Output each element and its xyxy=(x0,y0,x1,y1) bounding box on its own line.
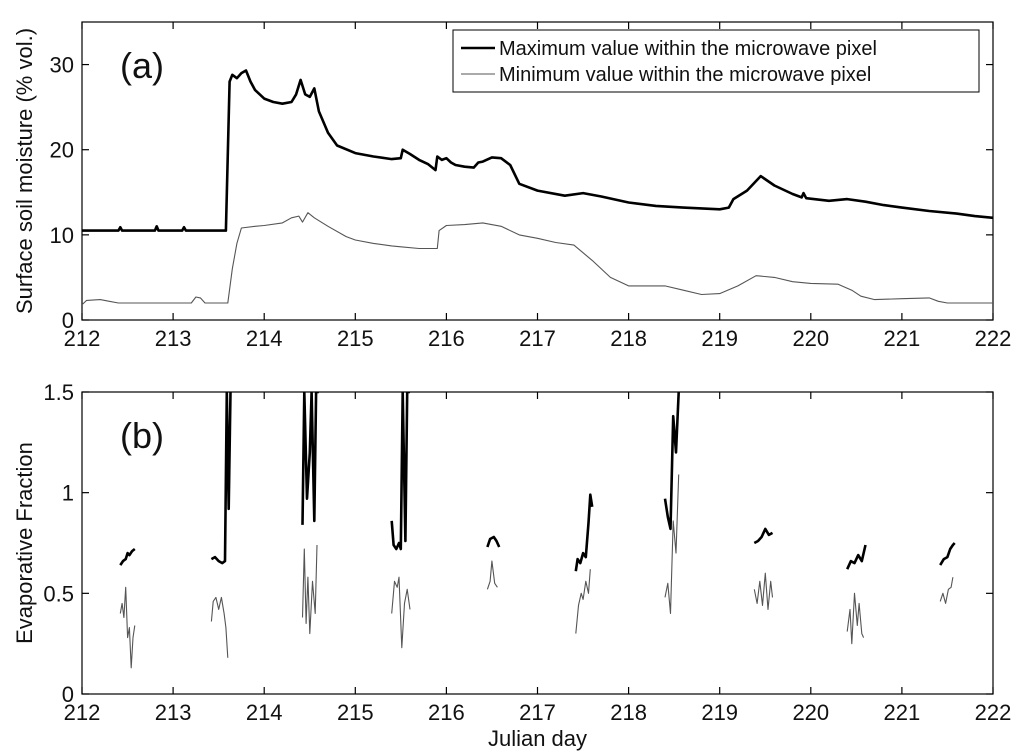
series-line-max xyxy=(210,392,232,565)
x-tick-label: 212 xyxy=(64,700,101,725)
x-tick-label: 212 xyxy=(64,326,101,351)
y-axis-label: Evaporative Fraction xyxy=(12,442,37,644)
axes-frame xyxy=(81,391,994,695)
y-axis-label: Surface soil moisture (% vol.) xyxy=(12,28,37,314)
x-tick-label: 215 xyxy=(337,700,374,725)
x-tick-label: 221 xyxy=(884,326,921,351)
series-line-min xyxy=(753,572,774,610)
x-tick-label: 219 xyxy=(701,326,738,351)
x-tick-label: 213 xyxy=(155,700,192,725)
series-line-min xyxy=(82,212,993,306)
x-tick-label: 220 xyxy=(792,326,829,351)
legend-entry: Minimum value within the microwave pixel xyxy=(499,64,871,86)
series-line-min xyxy=(210,596,229,658)
series-line-min xyxy=(486,560,498,590)
series-line-min xyxy=(575,569,591,634)
y-tick-label: 0.5 xyxy=(43,581,74,606)
series-line-max xyxy=(846,544,867,570)
panel-label: (a) xyxy=(120,45,164,86)
series-line-min xyxy=(664,474,680,615)
y-tick-label: 1 xyxy=(62,481,74,506)
y-tick-label: 0 xyxy=(62,682,74,707)
series-line-max xyxy=(486,535,501,548)
series-line-min xyxy=(391,576,411,649)
series-line-max xyxy=(119,547,136,566)
legend-entry: Maximum value within the microwave pixel xyxy=(499,38,877,60)
series-line-max xyxy=(82,69,993,232)
legend-box xyxy=(452,29,980,93)
series-line-min xyxy=(939,577,954,604)
y-tick-label: 30 xyxy=(50,53,74,78)
x-tick-label: 215 xyxy=(337,326,374,351)
x-tick-label: 222 xyxy=(975,700,1012,725)
series-line-max xyxy=(663,392,680,531)
x-tick-label: 219 xyxy=(701,700,738,725)
y-tick-label: 10 xyxy=(50,223,74,248)
series-line-max xyxy=(939,542,956,566)
series-line-max xyxy=(574,493,594,572)
x-tick-label: 218 xyxy=(610,700,647,725)
y-tick-label: 0 xyxy=(62,308,74,333)
x-tick-label: 220 xyxy=(792,700,829,725)
x-tick-label: 218 xyxy=(610,326,647,351)
panel-a-soil-moisture: 212 213 214 215 216 217 218 219 220 221 222 0 10 20 30… xyxy=(12,21,1012,351)
series-line-max xyxy=(390,392,410,551)
series-line-max xyxy=(301,392,319,525)
x-tick-label: 213 xyxy=(155,326,192,351)
panel-label: (b) xyxy=(120,415,164,456)
series-line-min xyxy=(301,544,318,635)
series-line-min xyxy=(846,592,865,645)
x-tick-label: 217 xyxy=(519,700,556,725)
x-tick-label: 221 xyxy=(884,700,921,725)
panel-b-evaporative-fraction: 212 213 214 215 216 217 218 219 220 221 222 0 0.5 1 1.… xyxy=(12,380,1011,751)
y-tick-label: 20 xyxy=(50,138,74,163)
x-tick-label: 216 xyxy=(428,326,465,351)
x-axis-label: Julian day xyxy=(488,726,587,751)
series-line-min xyxy=(119,586,136,669)
x-tick-label: 217 xyxy=(519,326,556,351)
x-tick-label: 214 xyxy=(246,326,283,351)
series-line-max xyxy=(753,527,774,545)
x-tick-label: 222 xyxy=(975,326,1012,351)
y-tick-label: 1.5 xyxy=(43,380,74,405)
x-tick-label: 216 xyxy=(428,700,465,725)
x-tick-label: 214 xyxy=(246,700,283,725)
